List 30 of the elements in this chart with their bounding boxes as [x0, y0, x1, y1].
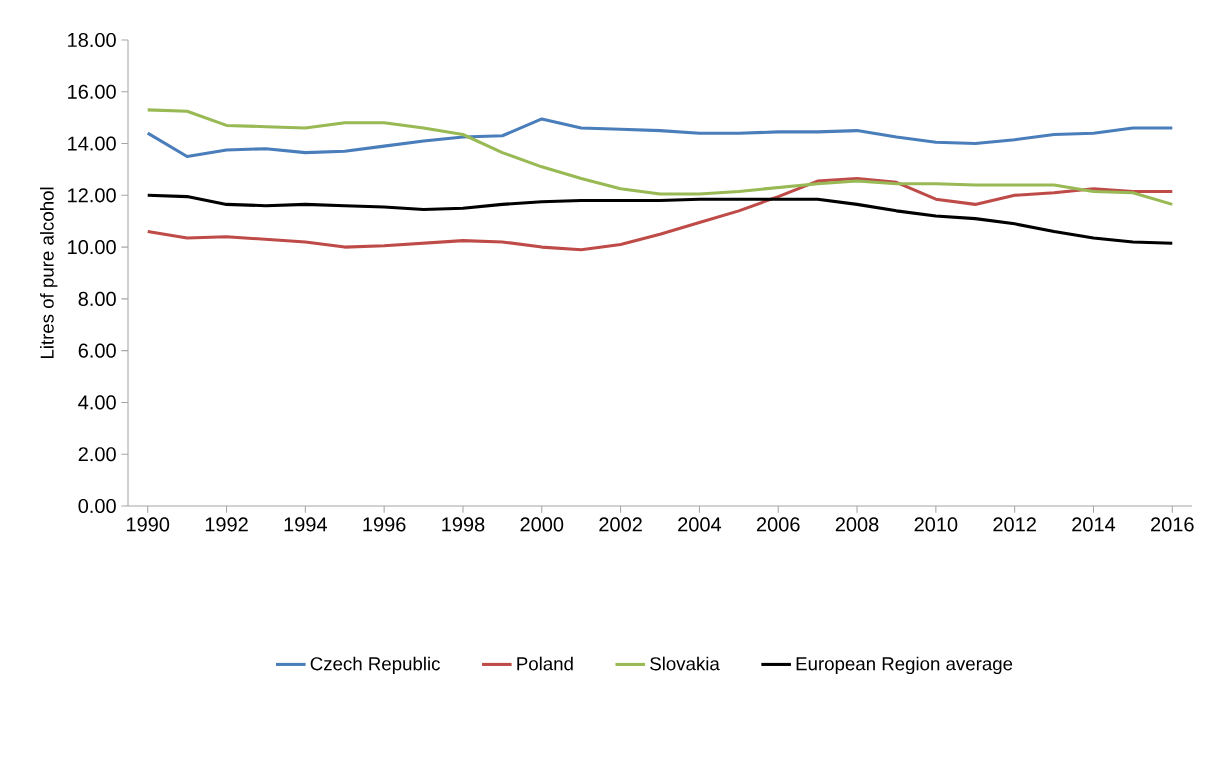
x-tick-label: 2000: [520, 517, 564, 532]
y-axis-title: Litres of pure alcohol: [40, 187, 58, 359]
y-tick-label: 16.00: [68, 84, 116, 99]
legend-label: Czech Republic: [310, 656, 440, 675]
x-tick-label: 2012: [993, 517, 1036, 532]
line-series: [146, 117, 1174, 159]
x-tick-label: 2016: [1151, 517, 1194, 532]
x-tick-label: 2008: [835, 517, 879, 532]
y-tick-label: 2.00: [78, 447, 116, 462]
x-tick-label: 1990: [126, 517, 170, 532]
x-tick-label: 2006: [756, 517, 800, 532]
x-tick-label: 2014: [1072, 517, 1116, 532]
x-tick-label: 2004: [678, 517, 722, 532]
y-tick-label: 0.00: [78, 498, 116, 514]
x-tick-label: 1998: [442, 517, 485, 532]
y-tick-label: 8.00: [78, 291, 116, 306]
legend-label: Poland: [517, 656, 573, 671]
x-tick-label: 2002: [599, 517, 642, 532]
legend-label: Slovakia: [650, 656, 720, 671]
x-tick-label: 1994: [284, 517, 327, 532]
legend-label: European Region average: [796, 656, 1013, 675]
y-tick-label: 4.00: [78, 395, 116, 410]
y-tick-label: 12.00: [68, 188, 116, 203]
y-tick-label: 18.00: [68, 32, 116, 48]
y-tick-label: 14.00: [68, 136, 116, 151]
y-tick-label: 10.00: [68, 240, 116, 255]
x-tick-label: 1996: [363, 517, 406, 532]
x-tick-label: 1992: [205, 517, 248, 532]
x-tick-label: 2010: [914, 517, 958, 532]
y-tick-label: 6.00: [78, 343, 116, 358]
